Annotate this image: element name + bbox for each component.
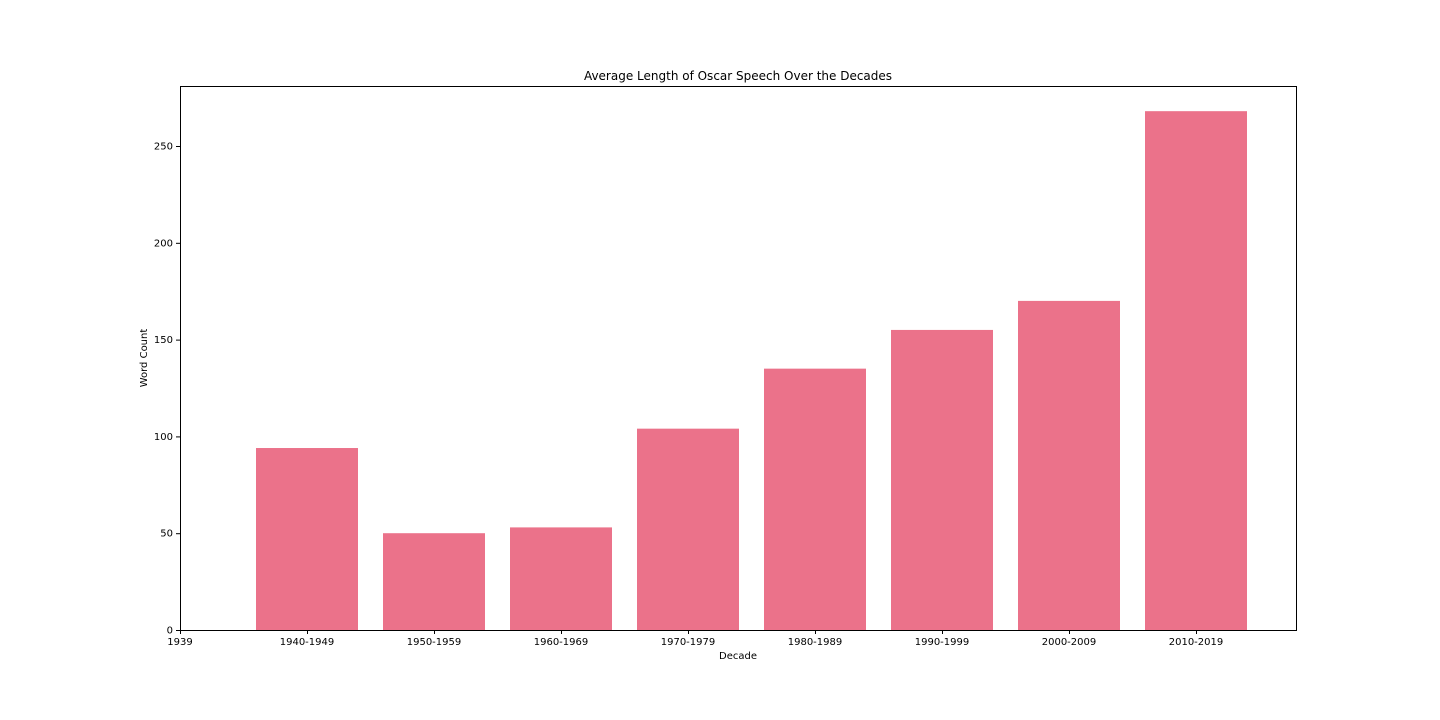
y-tick-label: 0 bbox=[167, 626, 173, 637]
x-tick-label: 1939 bbox=[167, 637, 192, 648]
x-ticks-group: 1939 1940-1949 1950-1959 1960-1969 1970-1979… bbox=[167, 630, 1223, 648]
y-ticks-group: 0 50 100 150 200 250 bbox=[154, 142, 180, 637]
bar bbox=[891, 329, 993, 630]
x-tick-label: 1950-1959 bbox=[407, 637, 462, 648]
bar bbox=[510, 527, 612, 630]
bar bbox=[637, 428, 739, 630]
x-tick-label: 2000-2009 bbox=[1042, 637, 1097, 648]
chart-title: Average Length of Oscar Speech Over the … bbox=[584, 69, 892, 83]
x-tick-label: 2010-2019 bbox=[1169, 637, 1224, 648]
x-axis-label: Decade bbox=[719, 651, 757, 662]
plot-frame bbox=[180, 86, 1297, 631]
x-tick-label: 1980-1989 bbox=[788, 637, 843, 648]
bar bbox=[1145, 111, 1247, 631]
y-tick-label: 50 bbox=[160, 529, 173, 540]
bar bbox=[764, 368, 866, 630]
y-tick-label: 200 bbox=[154, 238, 173, 249]
y-tick-label: 250 bbox=[154, 142, 173, 153]
bars-group bbox=[256, 111, 1247, 631]
x-tick-label: 1960-1969 bbox=[534, 637, 589, 648]
bar bbox=[1018, 300, 1120, 630]
y-tick-label: 100 bbox=[154, 432, 173, 443]
y-tick-label: 150 bbox=[154, 335, 173, 346]
x-tick-label: 1940-1949 bbox=[280, 637, 335, 648]
bar bbox=[383, 533, 485, 630]
y-axis-label: Word Count bbox=[139, 329, 150, 388]
bar bbox=[256, 448, 358, 630]
x-tick-label: 1970-1979 bbox=[661, 637, 716, 648]
x-tick-label: 1990-1999 bbox=[915, 637, 970, 648]
